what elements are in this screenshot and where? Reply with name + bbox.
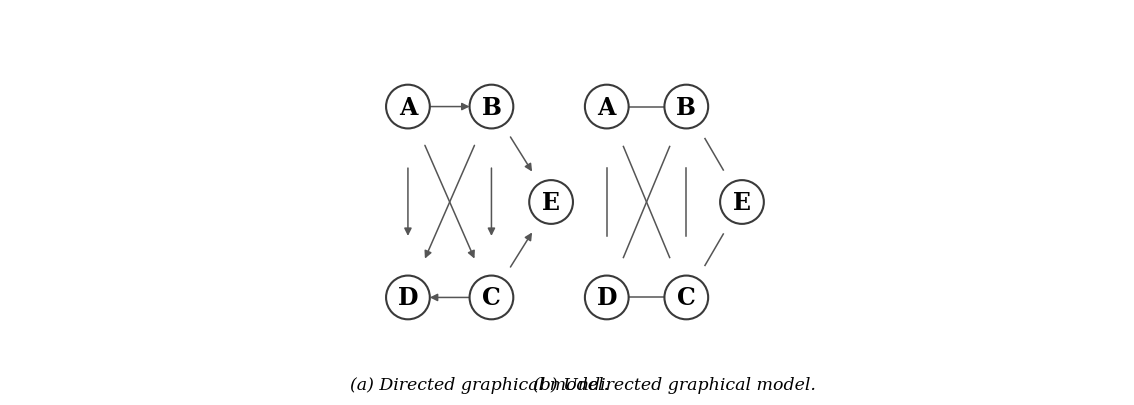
Text: (a) Directed graphical model.: (a) Directed graphical model.: [350, 376, 609, 393]
Text: C: C: [677, 286, 695, 310]
Circle shape: [386, 276, 430, 320]
Circle shape: [585, 276, 628, 320]
Circle shape: [665, 85, 708, 129]
Circle shape: [665, 276, 708, 320]
Text: (b) Undirected graphical model.: (b) Undirected graphical model.: [533, 376, 815, 393]
Text: E: E: [542, 190, 560, 215]
Text: A: A: [399, 95, 417, 119]
Circle shape: [530, 181, 573, 224]
Circle shape: [469, 85, 514, 129]
Text: A: A: [598, 95, 616, 119]
Circle shape: [720, 181, 764, 224]
Text: E: E: [733, 190, 751, 215]
Text: D: D: [398, 286, 418, 310]
Circle shape: [386, 85, 430, 129]
Circle shape: [585, 85, 628, 129]
Text: B: B: [482, 95, 501, 119]
Circle shape: [469, 276, 514, 320]
Text: B: B: [676, 95, 696, 119]
Text: C: C: [482, 286, 501, 310]
Text: D: D: [596, 286, 617, 310]
